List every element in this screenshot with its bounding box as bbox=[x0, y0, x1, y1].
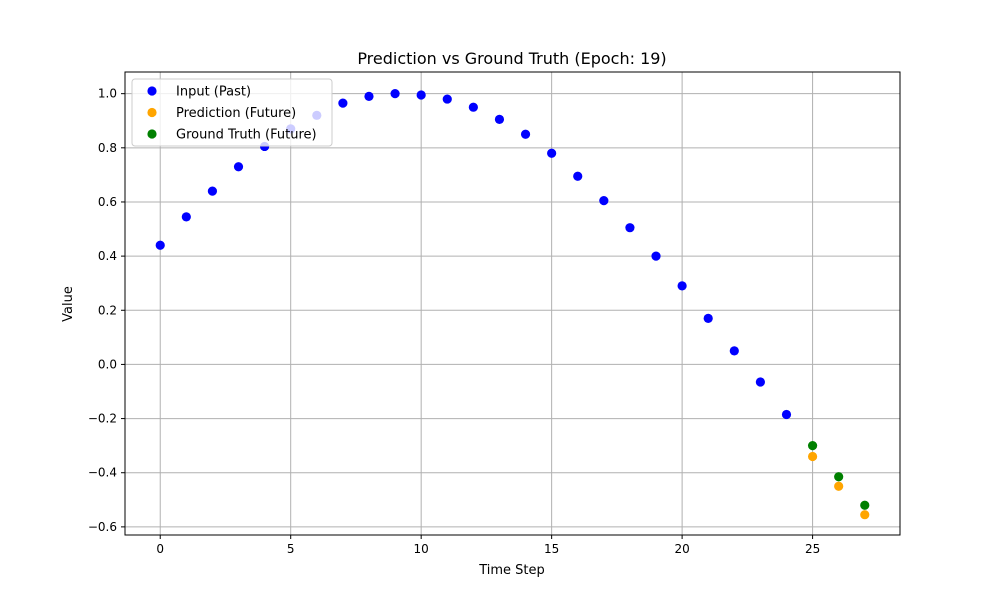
x-tick-label: 0 bbox=[156, 542, 164, 556]
point-input-past bbox=[755, 377, 765, 387]
legend-marker bbox=[147, 107, 157, 118]
y-tick-label: 0.4 bbox=[98, 249, 117, 263]
point-input-past bbox=[625, 223, 635, 233]
point-input-past bbox=[599, 196, 609, 206]
point-input-past bbox=[416, 90, 426, 100]
y-axis-label: Value bbox=[61, 286, 76, 322]
legend-box bbox=[131, 78, 333, 147]
point-prediction-future bbox=[834, 481, 844, 491]
y-tick-label: 0.6 bbox=[98, 195, 117, 209]
point-ground-truth-future bbox=[807, 441, 818, 451]
point-input-past bbox=[547, 148, 557, 158]
y-tick-label: −0.6 bbox=[88, 520, 117, 534]
point-input-past bbox=[520, 129, 531, 139]
point-ground-truth-future bbox=[834, 472, 844, 482]
point-input-past bbox=[442, 94, 452, 104]
point-input-past bbox=[233, 162, 244, 172]
chart-title: Prediction vs Ground Truth (Epoch: 19) bbox=[357, 49, 666, 68]
legend-label: Ground Truth (Future) bbox=[176, 128, 317, 143]
point-input-past bbox=[338, 98, 348, 108]
x-tick-label: 5 bbox=[287, 542, 295, 556]
grid-lines bbox=[125, 72, 900, 535]
x-tick-label: 15 bbox=[544, 542, 559, 556]
y-tick-label: −0.4 bbox=[88, 466, 117, 480]
x-tick-label: 10 bbox=[414, 542, 429, 556]
point-input-past bbox=[207, 186, 218, 196]
point-input-past bbox=[781, 409, 792, 420]
point-input-past bbox=[364, 91, 374, 101]
point-prediction-future bbox=[807, 451, 818, 462]
legend-marker bbox=[147, 129, 157, 139]
y-tick-label: −0.2 bbox=[88, 412, 117, 426]
point-input-past bbox=[703, 313, 713, 323]
point-input-past bbox=[729, 346, 739, 356]
point-input-past bbox=[651, 251, 661, 261]
legend-label: Prediction (Future) bbox=[176, 106, 296, 121]
y-axis-ticks: −0.6 −0.4 −0.2 0.0 0.2 0.4 0.6 0.8 1.0 bbox=[88, 87, 125, 534]
legend-label: Input (Past) bbox=[176, 85, 251, 100]
point-input-past bbox=[181, 212, 191, 222]
point-input-past bbox=[390, 89, 400, 99]
y-tick-label: 0.2 bbox=[98, 303, 117, 317]
point-input-past bbox=[155, 240, 165, 250]
plot-frame bbox=[124, 71, 901, 536]
legend: Input (Past) Prediction (Future) Ground Tr… bbox=[131, 78, 333, 147]
point-ground-truth-future bbox=[860, 500, 870, 510]
point-input-past bbox=[468, 102, 478, 112]
point-input-past bbox=[573, 171, 583, 181]
x-tick-label: 25 bbox=[805, 542, 820, 556]
legend-marker bbox=[147, 86, 157, 96]
y-tick-label: 0.0 bbox=[98, 357, 117, 371]
x-tick-label: 20 bbox=[674, 542, 689, 556]
point-input-past bbox=[494, 114, 505, 124]
point-input-past bbox=[677, 281, 687, 291]
x-axis-ticks: 0 5 10 15 20 25 bbox=[156, 535, 820, 556]
point-prediction-future bbox=[860, 510, 870, 520]
y-tick-label: 0.8 bbox=[98, 141, 117, 155]
x-axis-label: Time Step bbox=[478, 563, 545, 578]
y-tick-label: 1.0 bbox=[98, 87, 117, 101]
